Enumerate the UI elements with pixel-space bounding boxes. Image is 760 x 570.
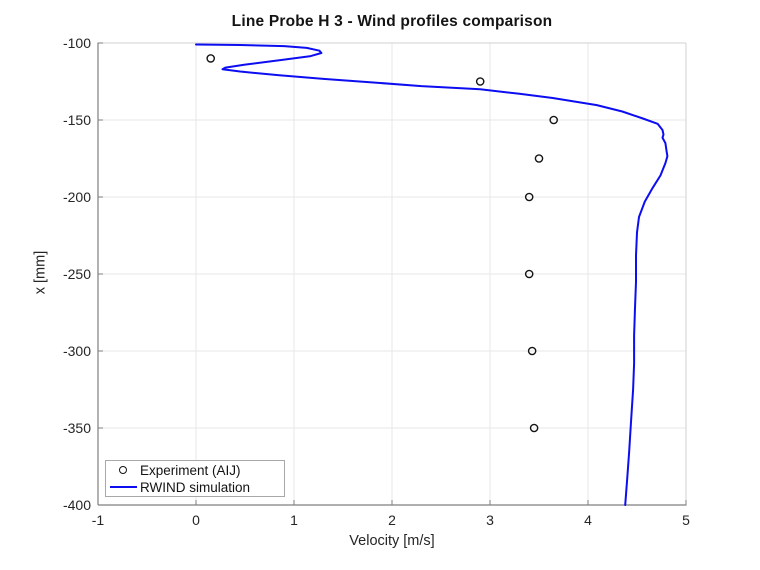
svg-text:5: 5 [682,512,690,528]
svg-text:-300: -300 [63,343,91,359]
legend: Experiment (AIJ) RWIND simulation [105,460,285,497]
svg-text:-400: -400 [63,497,91,513]
legend-item-experiment: Experiment (AIJ) [106,462,284,478]
legend-label-rwind: RWIND simulation [140,479,251,495]
legend-item-rwind: RWIND simulation [106,479,284,495]
chart-title: Line Probe H 3 - Wind profiles compariso… [231,13,553,30]
svg-text:-1: -1 [92,512,105,528]
svg-text:3: 3 [486,512,494,528]
line-marker-icon [109,485,137,489]
svg-text:-100: -100 [63,35,91,51]
svg-text:1: 1 [290,512,298,528]
legend-label-experiment: Experiment (AIJ) [140,462,241,478]
svg-text:-350: -350 [63,420,91,436]
svg-text:-150: -150 [63,112,91,128]
x-axis-label: Velocity [m/s] [349,533,435,549]
legend-marker-cell [106,466,140,474]
svg-text:0: 0 [192,512,200,528]
svg-text:-200: -200 [63,189,91,205]
y-axis-label: x [mm] [32,250,49,295]
svg-text:4: 4 [584,512,592,528]
svg-text:2: 2 [388,512,396,528]
legend-marker-cell [106,485,140,489]
open-circle-marker-icon [119,466,127,474]
svg-text:-250: -250 [63,266,91,282]
